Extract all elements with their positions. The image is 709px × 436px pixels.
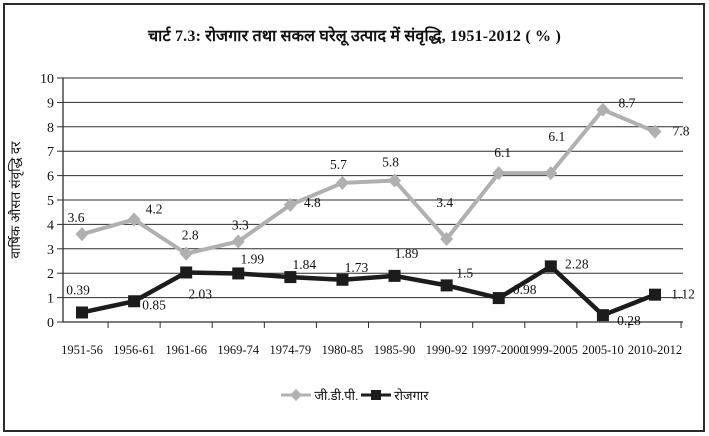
x-tick-label: 1951-56 [61, 343, 103, 357]
employment-point-marker [440, 279, 453, 292]
y-tick-label: 3 [47, 243, 54, 258]
y-tick-label: 7 [47, 145, 54, 160]
data-label: 2.03 [188, 286, 212, 301]
x-tick-label: 1956-61 [113, 343, 155, 357]
y-tick-label: 0 [47, 316, 54, 331]
y-tick-label: 5 [47, 194, 54, 209]
employment-line [79, 264, 658, 318]
employment-line-marker-icon [361, 390, 392, 400]
data-label: 3.6 [68, 210, 85, 225]
data-label: 1.84 [293, 257, 317, 272]
gdp-point-marker [492, 166, 506, 181]
y-tick-label: 1 [47, 292, 54, 307]
legend-label-employment: रोजगार [394, 388, 429, 403]
data-label: 1.12 [671, 287, 695, 302]
y-tick-label: 4 [47, 218, 54, 233]
legend-item-gdp: जी.डी.पी. [280, 386, 358, 404]
chart-legend: जी.डी.पी. रोजगार [0, 386, 709, 404]
employment-point-marker [336, 273, 349, 286]
employment-point-marker [544, 260, 557, 273]
chart-title: चार्ट 7.3: रोजगार तथा सकल घरेलू उत्पाद म… [148, 28, 561, 45]
data-label: 6.1 [548, 129, 565, 144]
data-label: 2.28 [565, 256, 589, 271]
x-tick-label: 1969-74 [217, 343, 259, 357]
y-tick-label: 9 [47, 96, 54, 111]
employment-point-marker [232, 267, 245, 280]
employment-point-marker [128, 295, 141, 308]
gdp-point-marker [283, 197, 297, 212]
data-label: 8.7 [618, 96, 635, 111]
x-tick-label: 1985-90 [374, 343, 416, 357]
data-label: 1.5 [456, 265, 473, 280]
employment-point-marker [388, 269, 401, 282]
gdp-line-marker-icon [281, 389, 312, 401]
x-tick-label: 2005-10 [582, 343, 624, 357]
legend-label-gdp: जी.डी.पी. [314, 388, 359, 403]
gdp-point-marker [440, 232, 454, 247]
figure-border [3, 3, 705, 432]
x-tick-label: 1961-66 [165, 343, 207, 357]
data-label: 1.99 [240, 251, 264, 266]
data-label: 5.7 [330, 157, 347, 172]
legend-item-employment: रोजगार [360, 386, 429, 404]
y-axis-title: वार्षिक औसत संवृद्धि दर [7, 141, 24, 259]
data-label: 0.28 [617, 313, 641, 328]
y-tick-label: 6 [47, 170, 54, 185]
x-tick-label: 1974-79 [270, 343, 312, 357]
x-tick-label: 2010-2012 [628, 343, 682, 357]
gdp-point-marker [596, 102, 610, 117]
data-label: 0.98 [513, 282, 537, 297]
gdp-line [80, 107, 657, 256]
employment-point-marker [492, 292, 505, 305]
x-tick-label: 1999-2005 [524, 343, 578, 357]
x-tick-label: 1990-92 [426, 343, 468, 357]
data-label: 5.8 [382, 154, 399, 169]
data-label: 0.85 [142, 297, 166, 312]
x-tick-label: 1997-2000 [472, 343, 526, 357]
employment-point-marker [180, 266, 193, 279]
y-tick-label: 10 [40, 72, 54, 87]
gdp-point-marker [179, 246, 193, 261]
y-tick-label: 2 [47, 267, 54, 282]
data-label: 3.4 [436, 195, 453, 210]
data-label: 3.3 [232, 217, 249, 232]
y-tick-label: 8 [47, 121, 54, 136]
data-label: 2.8 [182, 228, 199, 243]
data-label: 7.8 [673, 124, 690, 139]
x-tick-label: 1980-85 [322, 343, 364, 357]
gdp-point-marker [335, 175, 349, 190]
gdp-point-marker [648, 124, 662, 139]
employment-point-marker [649, 288, 661, 301]
gdp-point-marker [544, 166, 558, 181]
gdp-point-marker [127, 212, 141, 227]
data-label: 4.2 [146, 202, 163, 217]
data-label: 1.73 [345, 260, 369, 275]
gdp-point-marker [231, 234, 245, 249]
employment-point-marker [596, 309, 609, 322]
employment-point-marker [76, 306, 88, 319]
gdp-point-marker [75, 227, 89, 242]
data-label: 0.39 [66, 282, 90, 297]
gdp-point-marker [388, 173, 402, 188]
employment-point-marker [284, 271, 297, 284]
data-label: 6.1 [494, 145, 511, 160]
data-label: 1.89 [395, 246, 419, 261]
data-label: 4.8 [304, 195, 321, 210]
